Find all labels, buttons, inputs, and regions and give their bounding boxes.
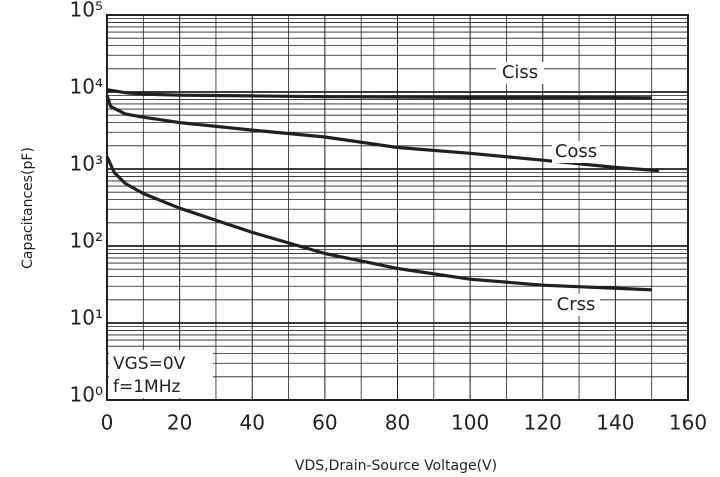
y-tick-label: 10⁰ bbox=[70, 383, 103, 407]
series-label: Ciss bbox=[502, 62, 538, 83]
label-bg bbox=[552, 141, 600, 163]
x-tick-label: 20 bbox=[167, 411, 192, 435]
series-line bbox=[106, 88, 652, 100]
plot-frame bbox=[106, 14, 689, 401]
x-tick-label: 80 bbox=[385, 411, 410, 435]
series-label: Coss bbox=[555, 141, 597, 162]
x-tick-label: 100 bbox=[451, 411, 489, 435]
label-bg bbox=[496, 62, 544, 84]
x-tick-label: 60 bbox=[312, 411, 337, 435]
x-tick-label: 140 bbox=[596, 411, 634, 435]
note: f=1MHz bbox=[113, 377, 180, 397]
label-bg bbox=[552, 294, 600, 316]
x-tick-label: 120 bbox=[524, 411, 562, 435]
y-axis-label: Capacitances(pF) bbox=[20, 147, 36, 269]
x-axis-label: VDS,Drain-Source Voltage(V) bbox=[295, 458, 497, 474]
y-tick-label: 10² bbox=[70, 229, 103, 253]
note-box bbox=[109, 350, 213, 398]
y-tick-label: 10⁵ bbox=[70, 0, 103, 22]
y-tick-label: 10¹ bbox=[70, 306, 103, 330]
x-tick-label: 160 bbox=[669, 411, 707, 435]
note: VGS=0V bbox=[113, 354, 186, 374]
series-line bbox=[105, 155, 652, 292]
x-tick-label: 40 bbox=[240, 411, 265, 435]
series-label: Crss bbox=[557, 294, 596, 315]
y-tick-label: 10⁴ bbox=[70, 75, 103, 99]
x-tick-label: 0 bbox=[101, 411, 114, 435]
y-tick-label: 10³ bbox=[70, 152, 103, 176]
